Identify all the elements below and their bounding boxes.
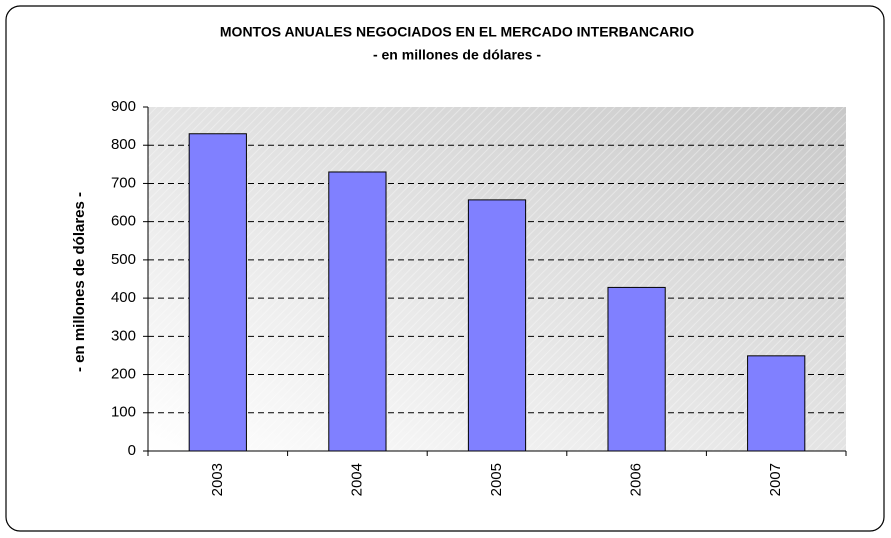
y-tick-label: 800 — [111, 136, 136, 153]
x-tick-label: 2005 — [488, 463, 505, 496]
chart-title: MONTOS ANUALES NEGOCIADOS EN EL MERCADO … — [220, 24, 694, 40]
y-tick-label: 300 — [111, 327, 136, 344]
bar — [467, 199, 527, 452]
x-tick-label: 2003 — [209, 463, 226, 496]
chart-subtitle: - en millones de dólares - — [373, 47, 541, 63]
x-tick-label: 2007 — [767, 463, 784, 496]
y-tick-label: 0 — [128, 442, 136, 459]
y-tick-label: 100 — [111, 404, 136, 421]
x-tick-label: 2006 — [628, 463, 645, 496]
y-tick-label: 400 — [111, 289, 136, 306]
bar — [188, 133, 247, 452]
y-axis-label: - en millones de dólares - — [71, 192, 88, 372]
y-tick-label: 600 — [111, 213, 136, 230]
y-tick-label: 700 — [111, 174, 136, 191]
y-tick-label: 200 — [111, 366, 136, 383]
bar — [607, 286, 666, 452]
bar — [328, 171, 387, 452]
bar — [747, 355, 806, 452]
x-tick-label: 2004 — [348, 463, 365, 496]
y-tick-label: 900 — [111, 98, 136, 115]
y-tick-label: 500 — [111, 251, 136, 268]
